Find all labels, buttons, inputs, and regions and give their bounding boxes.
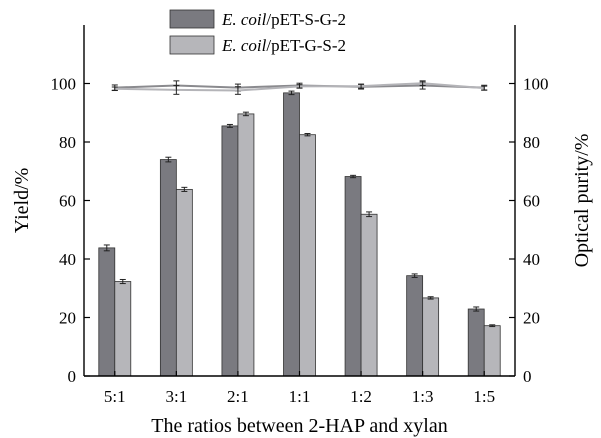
x-tick-label: 2:1 <box>227 387 249 406</box>
purity-error-pET-G-S-2-1:3 <box>419 80 426 87</box>
bar-pET-S-G-2-1:5 <box>467 308 485 377</box>
bar-pET-S-G-2-1:3 <box>406 275 424 377</box>
error-bar-pET-G-S-2-1:1 <box>304 133 311 137</box>
y-right-tick-label: 40 <box>523 250 540 269</box>
x-tick-label: 1:3 <box>412 387 434 406</box>
y-left-tick-label: 60 <box>59 192 76 211</box>
error-bar-pET-G-S-2-3:1 <box>181 186 188 192</box>
y-left-tick-label: 20 <box>59 309 76 328</box>
purity-error-pET-G-S-2-2:1 <box>234 86 241 95</box>
error-bar-pET-S-G-2-1:5 <box>473 306 480 312</box>
legend-label-pET-S-G-2: E. coil/pET-S-G-2 <box>221 10 346 29</box>
axes: 0 0 20 20 40 40 60 60 80 80 100 100 5:1 3:1 2:1 1:1 1:2 1… <box>51 25 549 406</box>
y-right-tick-label: 0 <box>523 367 532 386</box>
error-bar-pET-S-G-2-2:1 <box>226 123 233 128</box>
error-bar-pET-S-G-2-1:2 <box>350 174 357 179</box>
bar-pET-S-G-2-2:1 <box>221 125 239 377</box>
error-bar-pET-G-S-2-1:3 <box>427 296 434 300</box>
bar-pET-G-S-2-1:2 <box>360 213 378 377</box>
bar-pET-S-G-2-3:1 <box>159 159 177 377</box>
purity-error-pET-G-S-2-5:1 <box>111 86 118 92</box>
bar-pET-G-S-2-5:1 <box>114 281 132 377</box>
purity-error-pET-G-S-2-1:2 <box>358 83 365 89</box>
y-right-tick-label: 80 <box>523 133 540 152</box>
legend-swatch-pET-G-S-2 <box>169 35 215 55</box>
error-bar-pET-S-G-2-1:3 <box>411 273 418 278</box>
bar-pET-S-G-2-1:2 <box>344 176 362 377</box>
purity-error-pET-G-S-2-3:1 <box>173 85 180 95</box>
bar-pET-G-S-2-1:3 <box>422 297 440 377</box>
bar-pET-G-S-2-2:1 <box>237 113 255 377</box>
bar-pET-G-S-2-1:5 <box>483 325 501 377</box>
error-bar-pET-S-G-2-5:1 <box>103 244 110 252</box>
y-left-tick-label: 100 <box>51 75 77 94</box>
error-bar-pET-G-S-2-5:1 <box>119 278 126 285</box>
error-bar-pET-S-G-2-3:1 <box>165 156 172 163</box>
legend-label-pET-G-S-2: E. coil/pET-G-S-2 <box>221 36 346 55</box>
y-right-tick-label: 100 <box>523 75 549 94</box>
error-bar-pET-G-S-2-1:2 <box>366 211 373 218</box>
error-bar-pET-S-G-2-1:1 <box>288 90 295 96</box>
y-left-tick-label: 80 <box>59 133 76 152</box>
error-bar-pET-G-S-2-2:1 <box>242 111 249 117</box>
x-tick-label: 1:1 <box>289 387 311 406</box>
y-axis-right-title: Optical purity/% <box>571 134 593 268</box>
purity-error-pET-G-S-2-1:1 <box>296 84 303 89</box>
legend-swatch-pET-S-G-2 <box>169 9 215 29</box>
purity-error-pET-G-S-2-1:5 <box>481 85 488 91</box>
x-tick-label: 1:2 <box>350 387 372 406</box>
y-left-tick-label: 40 <box>59 250 76 269</box>
y-right-tick-label: 60 <box>523 192 540 211</box>
x-tick-label: 5:1 <box>104 387 126 406</box>
x-tick-label: 1:5 <box>473 387 495 406</box>
y-axis-left-title: Yield/% <box>11 168 33 234</box>
x-axis-title: The ratios between 2-HAP and xylan <box>151 415 447 437</box>
bar-pET-S-G-2-5:1 <box>98 247 116 377</box>
y-right-tick-label: 20 <box>523 309 540 328</box>
bar-pET-G-S-2-1:1 <box>299 134 316 377</box>
x-tick-label: 3:1 <box>165 387 187 406</box>
plot-area <box>98 80 501 377</box>
error-bar-pET-G-S-2-1:5 <box>489 324 496 328</box>
bar-pET-S-G-2-1:1 <box>283 92 300 377</box>
y-left-tick-label: 0 <box>68 367 77 386</box>
bar-pET-G-S-2-3:1 <box>175 188 193 377</box>
legend: E. coil/pET-S-G-2 E. coil/pET-G-S-2 <box>169 9 346 55</box>
